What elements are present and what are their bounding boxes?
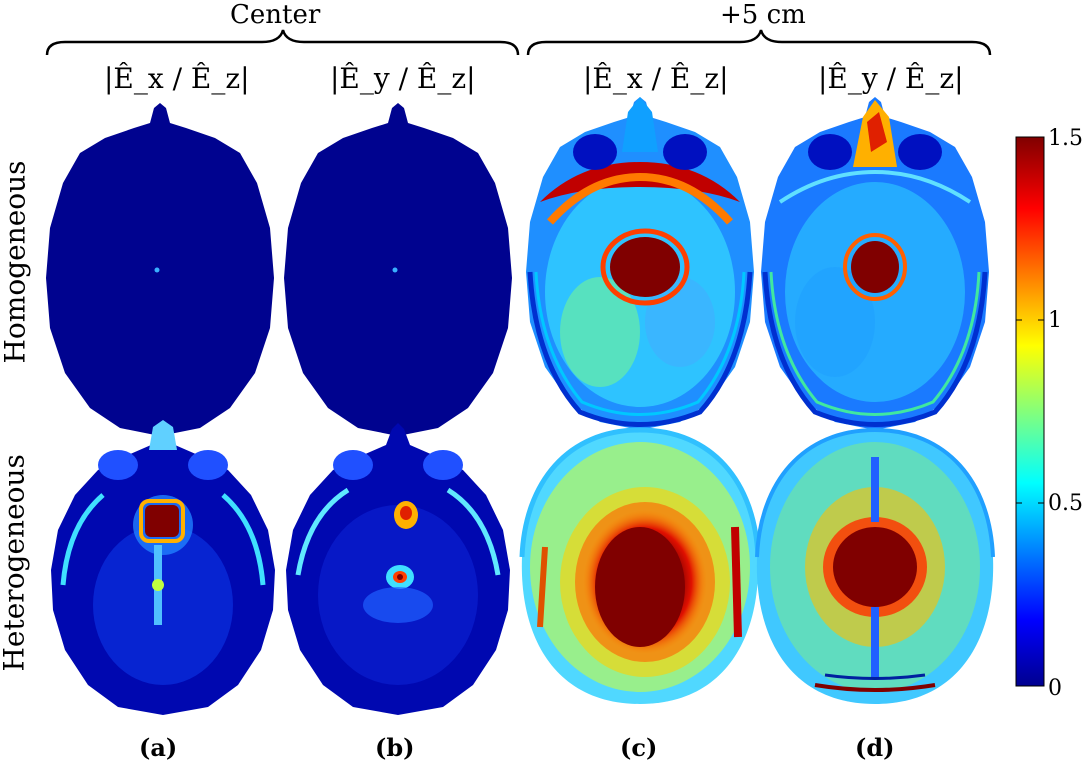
colorbar-tick-max: 1.5: [1048, 126, 1083, 151]
colorbar: [1015, 136, 1045, 687]
column-label-3: |Ê_x / Ê_z|: [583, 62, 729, 95]
colorbar-ticks: [1016, 319, 1044, 504]
panel-b-top-map: [284, 103, 512, 436]
panel-c-bottom-map: [519, 427, 761, 704]
panel-label-d: (d): [855, 733, 895, 762]
panel-a-bottom-map: [51, 420, 275, 715]
panel-label-c: (c): [620, 733, 658, 762]
group-label-offset: +5 cm: [720, 0, 806, 30]
row-label-bottom: Heterogeneous: [0, 454, 31, 672]
panel-label-a: (a): [139, 733, 178, 762]
panel-d-bottom-map: [755, 427, 995, 704]
brace-offset: [526, 29, 992, 56]
column-label-1: |Ê_x / Ê_z|: [104, 62, 250, 95]
colorbar-tick-0: 0: [1048, 676, 1062, 701]
panel-b-bottom-map: [286, 423, 510, 715]
panel-c-top-map: [526, 97, 754, 430]
column-label-2: |Ê_y / Ê_z|: [330, 62, 476, 95]
panel-a-top-map: [46, 103, 274, 436]
group-label-center: Center: [230, 0, 321, 30]
panel-d-top-map: [761, 97, 989, 430]
panel-label-b: (b): [375, 733, 415, 762]
colorbar-tick-1: 1: [1048, 308, 1062, 333]
column-label-4: |Ê_y / Ê_z|: [818, 62, 964, 95]
brace-center: [45, 29, 520, 56]
colorbar-tick-05: 0.5: [1048, 491, 1083, 516]
row-label-top: Homogeneous: [0, 160, 32, 364]
